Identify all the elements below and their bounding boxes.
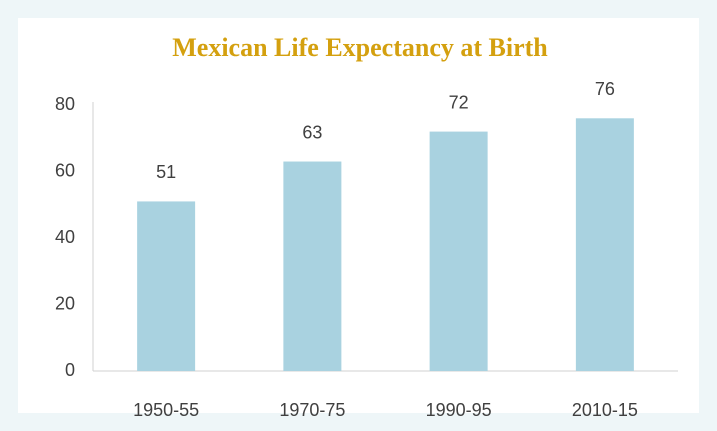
data-label: 51 bbox=[156, 162, 176, 182]
bar bbox=[137, 201, 196, 371]
x-tick-label: 1970-75 bbox=[279, 400, 345, 420]
y-tick-label: 0 bbox=[65, 360, 75, 380]
data-label: 63 bbox=[302, 122, 322, 142]
data-label: 76 bbox=[595, 79, 615, 99]
y-tick-label: 20 bbox=[55, 293, 75, 313]
x-tick-label: 2010-15 bbox=[572, 400, 638, 420]
data-label: 72 bbox=[449, 92, 469, 112]
x-tick-label: 1990-95 bbox=[426, 400, 492, 420]
bar bbox=[575, 118, 634, 371]
chart-title: Mexican Life Expectancy at Birth bbox=[172, 33, 548, 62]
x-tick-label: 1950-55 bbox=[133, 400, 199, 420]
y-tick-label: 40 bbox=[55, 227, 75, 247]
bar bbox=[283, 161, 342, 371]
bar bbox=[429, 131, 488, 371]
y-tick-label: 80 bbox=[55, 94, 75, 114]
y-tick-label: 60 bbox=[55, 160, 75, 180]
